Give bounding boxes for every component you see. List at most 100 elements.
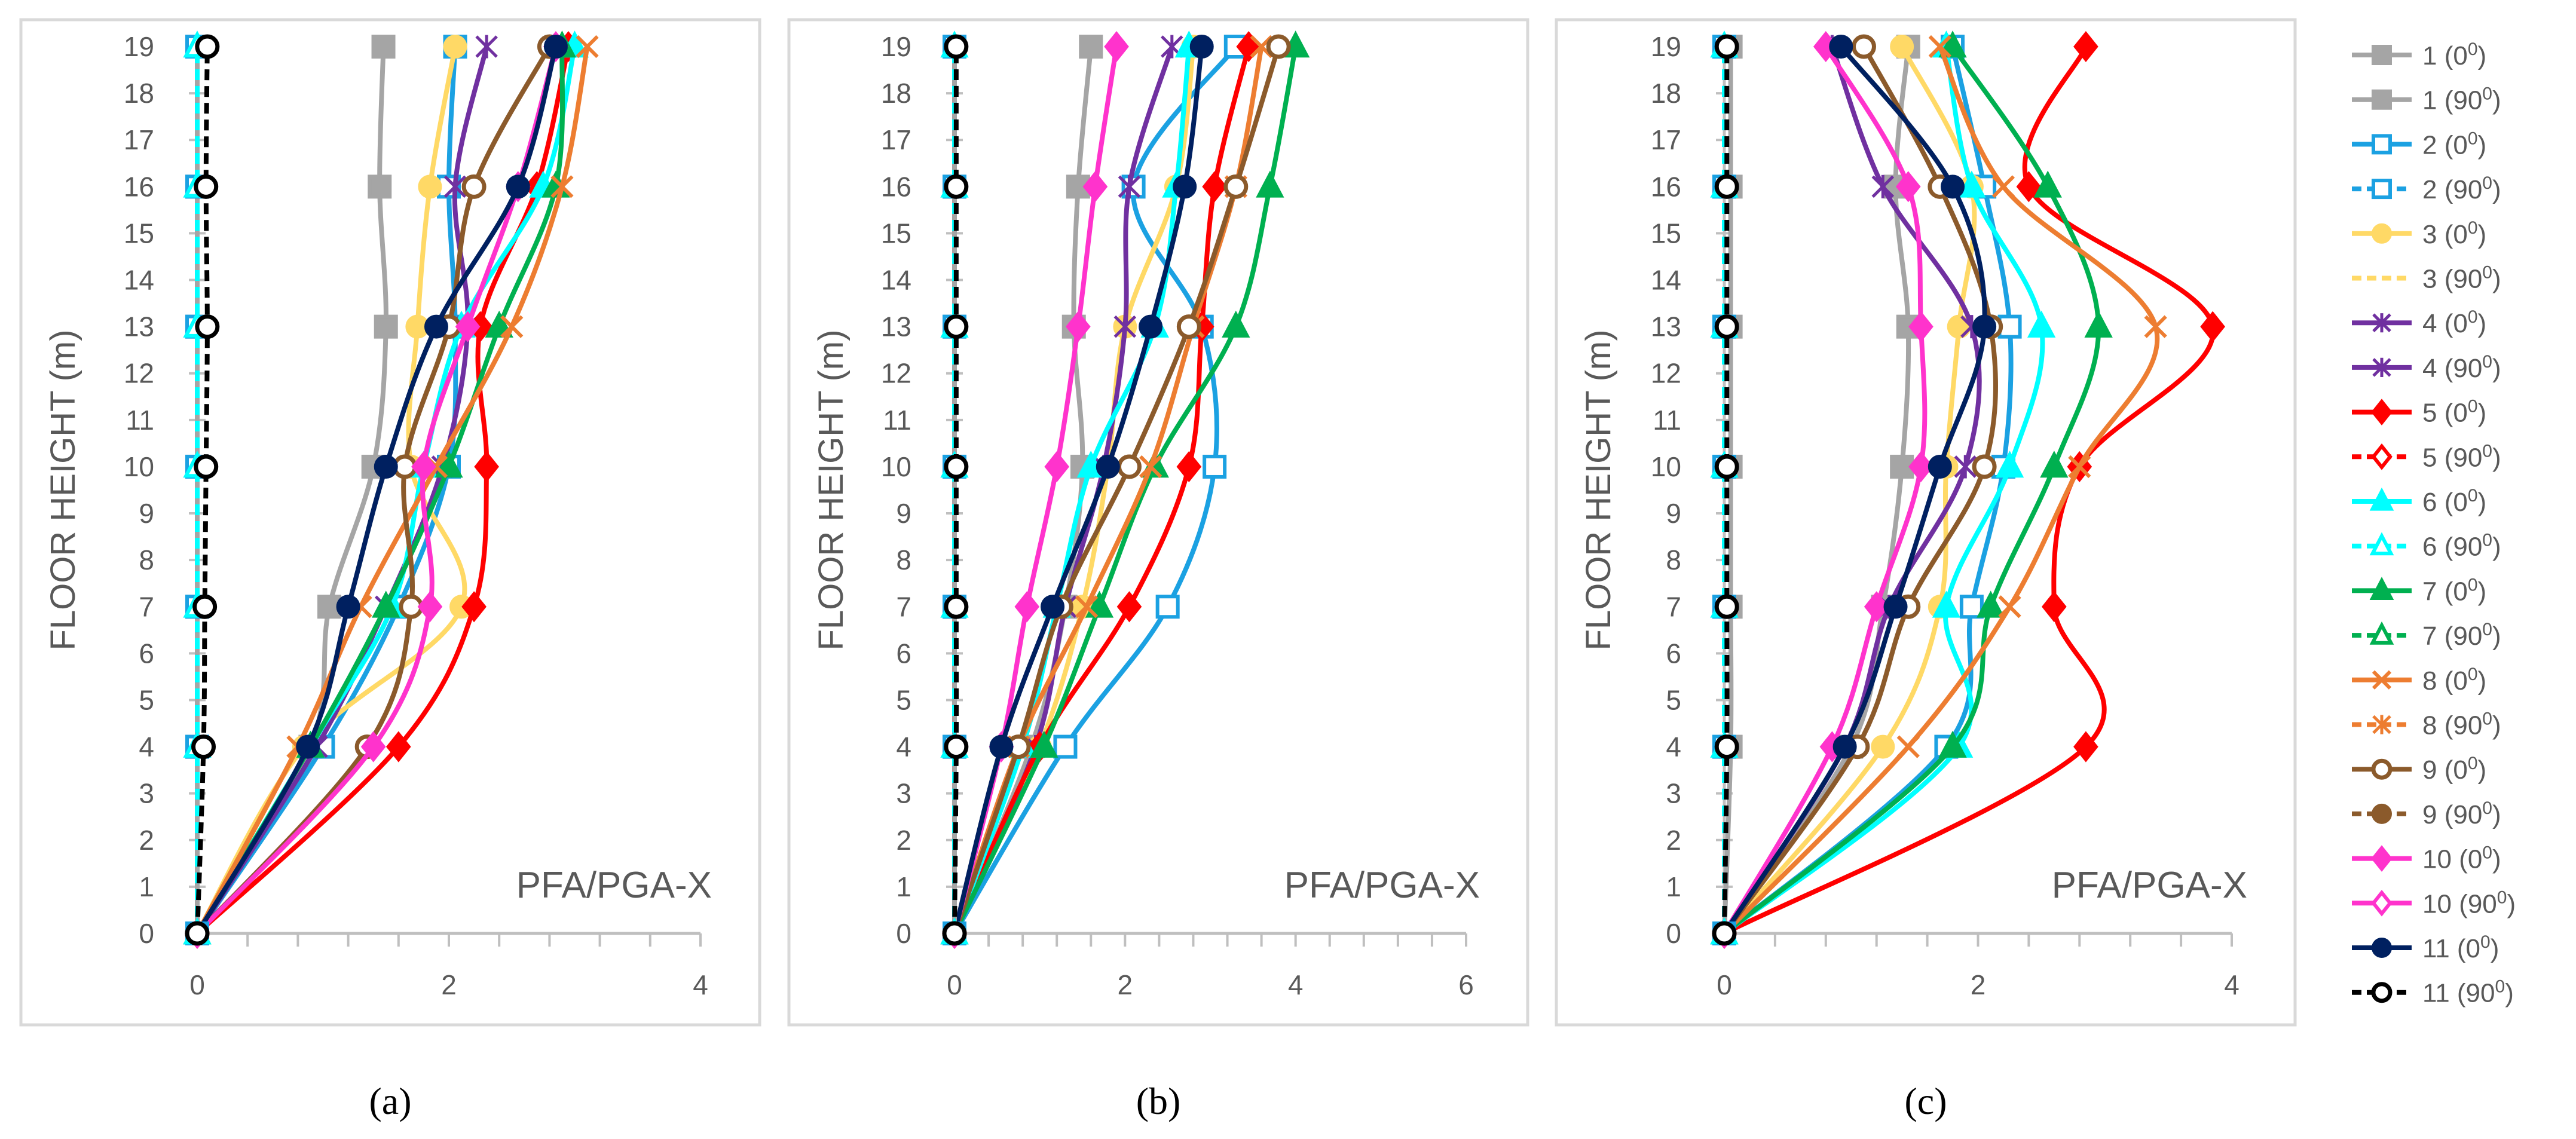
legend-item-1b: 1 (900) bbox=[2352, 84, 2501, 115]
series-8 bbox=[1712, 35, 2167, 945]
legend-swatch-marker bbox=[2372, 45, 2392, 65]
data-point bbox=[1176, 314, 1201, 339]
data-point bbox=[989, 734, 1014, 759]
legend-swatch-marker bbox=[2369, 487, 2394, 511]
data-point bbox=[1895, 171, 1921, 203]
data-point bbox=[1938, 30, 1967, 58]
legend-label: 1 (00) bbox=[2422, 39, 2486, 71]
data-point bbox=[1714, 454, 1739, 479]
panel-frame bbox=[787, 18, 1529, 1027]
data-point bbox=[1139, 455, 1162, 479]
legend-item-5: 5 (00) bbox=[2352, 397, 2486, 428]
panel-caption: (b) bbox=[1136, 1080, 1181, 1122]
data-point bbox=[1082, 171, 1108, 203]
data-point bbox=[1883, 595, 1908, 619]
data-point bbox=[1116, 454, 1142, 479]
y-tick-label: 2 bbox=[896, 825, 911, 856]
data-point bbox=[475, 35, 498, 59]
y-tick-label: 14 bbox=[1651, 265, 1681, 296]
legend-item-9: 9 (00) bbox=[2352, 754, 2486, 785]
data-point bbox=[485, 310, 513, 338]
y-tick-label: 6 bbox=[896, 638, 911, 669]
chart-panel-2: 0 2 4 6012345678910111213141516171819FLOOR … bbox=[787, 18, 1529, 1122]
y-tick-label: 3 bbox=[1666, 778, 1681, 809]
data-point bbox=[543, 35, 568, 59]
data-point bbox=[2084, 310, 2113, 338]
legend-item-8b: 8 (900) bbox=[2352, 709, 2501, 740]
data-point bbox=[1991, 175, 2015, 198]
data-point bbox=[1155, 595, 1180, 619]
legend-swatch-marker bbox=[2371, 889, 2393, 917]
data-point bbox=[2027, 310, 2056, 338]
legend-item-7b: 7 (900) bbox=[2352, 620, 2501, 651]
data-point bbox=[2040, 451, 2069, 478]
data-point bbox=[194, 454, 219, 479]
data-point bbox=[944, 174, 969, 199]
data-point bbox=[1972, 314, 1997, 339]
legend-label: 9 (900) bbox=[2422, 798, 2501, 829]
legend-label: 9 (00) bbox=[2422, 754, 2486, 785]
data-point bbox=[1266, 34, 1291, 59]
y-tick-label: 9 bbox=[1666, 498, 1681, 529]
y-tick-label: 14 bbox=[881, 265, 911, 296]
legend-swatch-marker bbox=[2371, 758, 2393, 780]
data-point bbox=[1203, 454, 1227, 479]
data-point bbox=[411, 451, 436, 482]
x-tick-label: 0 bbox=[947, 969, 962, 1000]
data-point bbox=[1928, 454, 1952, 479]
data-point bbox=[944, 314, 969, 339]
data-point bbox=[1139, 314, 1163, 339]
data-point bbox=[418, 174, 442, 199]
legend-label: 4 (00) bbox=[2422, 307, 2486, 338]
legend-swatch-marker bbox=[2372, 357, 2391, 377]
data-point bbox=[360, 731, 386, 763]
data-point bbox=[1832, 734, 1857, 759]
data-point bbox=[435, 451, 463, 478]
data-point bbox=[1176, 451, 1202, 482]
series-11 bbox=[943, 35, 1214, 945]
y-tick-label: 5 bbox=[1666, 684, 1681, 715]
y-tick-label: 11 bbox=[883, 405, 911, 436]
data-point bbox=[461, 591, 487, 623]
data-point bbox=[2073, 731, 2098, 763]
data-point bbox=[1085, 590, 1114, 618]
data-point bbox=[1714, 594, 1739, 619]
legend: 1 (00) 1 (900) 2 (00) 2 (900) 3 (00) 3 (900) 4… bbox=[2352, 39, 2516, 1008]
data-point bbox=[1256, 170, 1284, 198]
data-point bbox=[443, 35, 467, 59]
data-point bbox=[944, 594, 969, 619]
legend-label: 8 (00) bbox=[2422, 665, 2486, 696]
y-tick-label: 19 bbox=[1651, 31, 1681, 62]
data-point bbox=[195, 314, 220, 339]
data-point bbox=[1223, 174, 1249, 199]
data-point bbox=[372, 590, 400, 618]
data-point bbox=[1995, 451, 2024, 478]
data-point bbox=[1014, 591, 1040, 623]
series-11b bbox=[185, 34, 220, 946]
data-point bbox=[296, 734, 320, 759]
data-point bbox=[1118, 174, 1141, 198]
legend-label: 5 (900) bbox=[2422, 441, 2501, 472]
y-tick-label: 15 bbox=[1651, 218, 1681, 249]
legend-swatch-marker bbox=[2372, 670, 2392, 690]
x-tick-label: 2 bbox=[1971, 969, 1986, 1000]
data-point bbox=[1864, 591, 1889, 623]
y-tick-label: 10 bbox=[124, 451, 154, 482]
data-point bbox=[2144, 315, 2167, 338]
legend-item-11b: 11 (900) bbox=[2352, 977, 2514, 1008]
legend-label: 4 (900) bbox=[2422, 352, 2501, 383]
legend-label: 1 (900) bbox=[2422, 84, 2501, 115]
y-tick-label: 12 bbox=[881, 358, 911, 389]
y-tick-label: 11 bbox=[1653, 405, 1681, 436]
data-point bbox=[2200, 311, 2226, 342]
y-tick-label: 19 bbox=[124, 31, 154, 62]
panel-annotation: PFA/PGA-X bbox=[2052, 865, 2247, 906]
data-point bbox=[2033, 170, 2062, 198]
data-point bbox=[1116, 591, 1142, 623]
legend-swatch-marker bbox=[2372, 89, 2392, 110]
data-point bbox=[1941, 174, 1965, 199]
series-2 bbox=[943, 35, 1248, 945]
data-point bbox=[1173, 174, 1197, 199]
y-axis-label: FLOOR HEIGHT (m) bbox=[44, 329, 82, 650]
